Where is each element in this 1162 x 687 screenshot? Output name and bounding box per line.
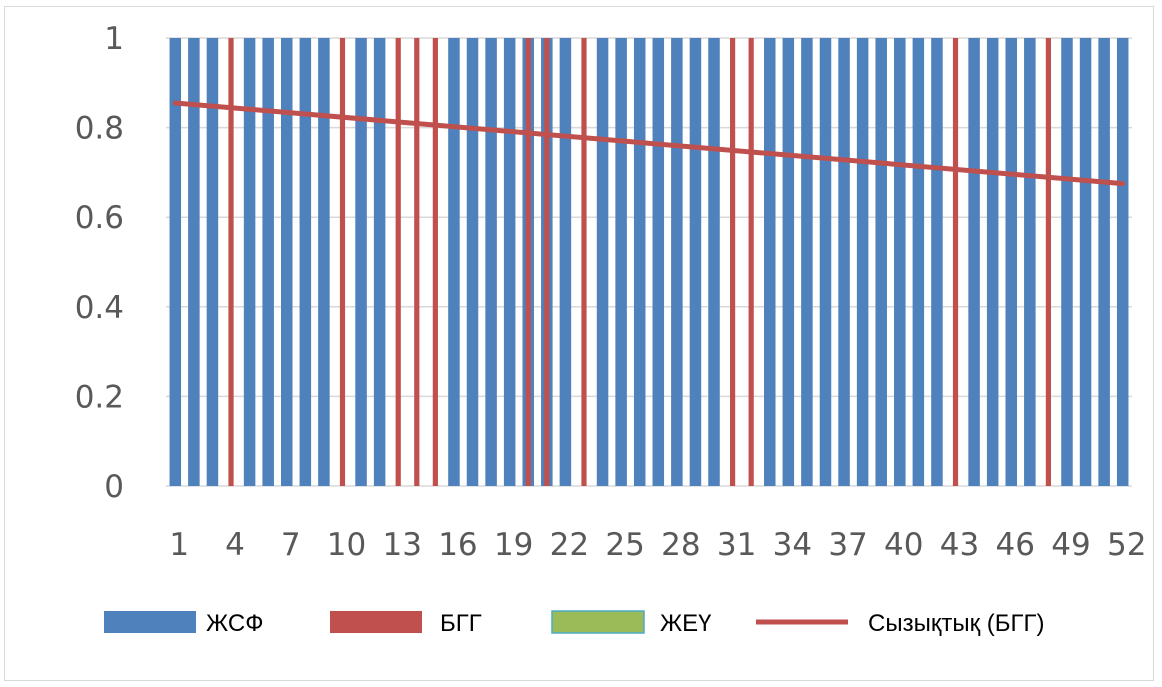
bar: [544, 38, 550, 486]
bar: [782, 38, 795, 486]
bar: [1098, 38, 1110, 486]
x-tick-label: 10: [327, 527, 366, 563]
trendline: [172, 100, 1126, 187]
bar: [485, 38, 497, 486]
legend-swatch: [330, 611, 422, 633]
bar: [243, 38, 256, 486]
bar: [169, 38, 182, 486]
x-tick-label: 4: [225, 527, 245, 563]
bar: [912, 38, 925, 486]
bar: [581, 38, 587, 486]
bar: [559, 38, 572, 486]
legend-label: ЖЕҮ: [660, 610, 712, 637]
bar: [1045, 38, 1052, 486]
bar: [355, 38, 367, 486]
x-tick-label: 1: [169, 527, 189, 563]
bar: [228, 38, 234, 486]
x-tick-label: 7: [281, 527, 301, 563]
bar: [1061, 38, 1073, 486]
bar: [689, 38, 702, 486]
x-axis-ticks: 1 4 7 10 13 16 19 22 25 28 31 34 37 40 43 46 49 52: [169, 527, 1146, 563]
bar: [466, 38, 479, 486]
bar: [968, 38, 980, 486]
bar: [448, 38, 460, 486]
bars: [169, 38, 1129, 486]
bar: [525, 38, 531, 486]
bar: [801, 38, 813, 486]
bar: [1024, 38, 1036, 486]
bar: [596, 38, 609, 486]
bar: [615, 38, 627, 486]
bar: [1005, 38, 1018, 486]
bar: [856, 38, 869, 486]
legend-swatch: [104, 611, 196, 633]
y-tick-label: 0.8: [75, 111, 124, 147]
bar: [708, 38, 720, 486]
x-tick-label: 46: [996, 527, 1035, 563]
bar: [432, 38, 438, 486]
bar: [875, 38, 887, 486]
y-axis-ticks: 0 0.2 0.4 0.6 0.8 1: [75, 21, 124, 505]
x-tick-label: 40: [884, 527, 923, 563]
bar: [838, 38, 850, 486]
y-tick-label: 0.4: [75, 290, 124, 326]
x-tick-label: 28: [661, 527, 700, 563]
bar: [299, 38, 312, 486]
bar: [373, 38, 386, 486]
legend-label: Сызықтық (БГГ): [868, 610, 1044, 637]
trendlines: [172, 100, 1126, 187]
x-tick-label: 49: [1051, 527, 1090, 563]
x-tick-label: 31: [717, 527, 756, 563]
bar: [763, 38, 776, 486]
bar: [280, 38, 293, 486]
x-tick-label: 19: [494, 527, 533, 563]
x-tick-label: 52: [1107, 527, 1146, 563]
bar: [1079, 38, 1092, 486]
bar: [819, 38, 832, 486]
legend: ЖСФ БГГ ЖЕҮ Сызықтық (БГГ): [104, 610, 1044, 637]
bar: [986, 38, 999, 486]
x-tick-label: 34: [773, 527, 812, 563]
bar: [952, 38, 959, 486]
legend-label: БГГ: [440, 610, 482, 637]
bar: [503, 38, 516, 486]
bar: [318, 38, 330, 486]
y-tick-label: 0.2: [75, 379, 124, 415]
bar: [633, 38, 646, 486]
bar: [894, 38, 906, 486]
bar: [748, 38, 754, 486]
bar: [188, 38, 200, 486]
bar: [729, 38, 736, 486]
legend-swatch: [551, 610, 645, 634]
x-tick-label: 25: [605, 527, 644, 563]
bar: [262, 38, 274, 486]
legend-label: ЖСФ: [206, 610, 263, 637]
x-tick-label: 13: [382, 527, 421, 563]
bar: [339, 38, 346, 486]
bar: [206, 38, 219, 486]
bar: [652, 38, 665, 486]
x-tick-label: 43: [940, 527, 979, 563]
bar: [414, 38, 420, 486]
x-tick-label: 37: [828, 527, 867, 563]
bar: [395, 38, 401, 486]
y-tick-label: 0.6: [75, 200, 124, 236]
y-tick-label: 0: [104, 469, 124, 505]
bar: [1116, 38, 1129, 486]
y-tick-label: 1: [104, 21, 124, 57]
x-tick-label: 16: [438, 527, 477, 563]
bar: [671, 38, 683, 486]
x-tick-label: 22: [550, 527, 589, 563]
bar: [931, 38, 943, 486]
